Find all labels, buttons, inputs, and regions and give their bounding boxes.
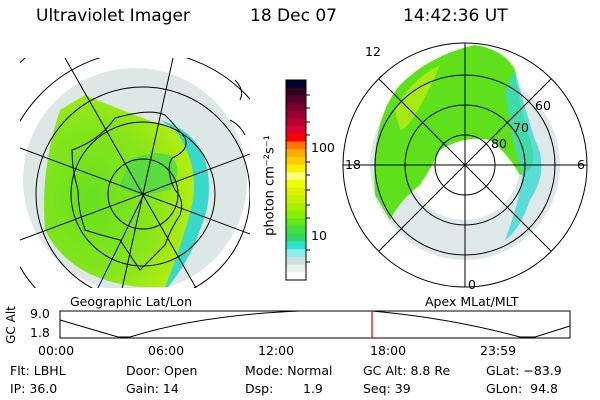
colorbar-swatch: [286, 149, 306, 158]
mode-info: Mode: Normal: [245, 363, 333, 378]
satellite-direction-line: [97, 195, 144, 288]
geo-aurora-cyan: [160, 120, 209, 287]
filter-info: Flt: LBHL: [10, 363, 66, 378]
geo-map-label: Geographic Lat/Lon: [70, 294, 192, 309]
glon-info: GLon: 94.8: [486, 381, 558, 396]
mlt-label-6: 6: [577, 157, 585, 172]
altitude-xtick-1: 06:00: [148, 343, 185, 358]
altitude-xtick-0: 00:00: [38, 343, 75, 358]
time-label: 14:42:36 UT: [403, 6, 508, 26]
altitude-xtick-4: 23:59: [480, 343, 517, 358]
colorbar-swatch: [286, 180, 306, 189]
colorbar-swatch: [286, 187, 306, 196]
lat-label-70: 70: [513, 120, 529, 135]
dsp-label: Dsp:: [245, 381, 274, 396]
colorbar-unit-label: photon cm⁻²s⁻¹: [262, 135, 278, 236]
colorbar-swatch: [286, 210, 306, 219]
colorbar-swatch: [286, 156, 306, 166]
gc-alt-info: GC Alt: 8.8 Re: [363, 363, 451, 378]
colorbar-swatch: [286, 172, 306, 181]
colorbar-swatch: [286, 80, 306, 89]
antarctica-coastline: [71, 111, 187, 271]
altitude-curve: [59, 310, 571, 338]
apex-polar-map: [342, 42, 588, 288]
glat-info: GLat: −83.9: [486, 363, 562, 378]
colorbar-tick-100: 100: [311, 140, 335, 155]
geo-aurora-green: [44, 95, 198, 287]
mag-aurora-green: [374, 45, 534, 220]
lat-label-80: 80: [491, 136, 507, 151]
mlt-label-18: 18: [345, 157, 361, 172]
geo-grid: [20, 58, 250, 288]
mag-aurora-bright: [395, 65, 440, 130]
altitude-xtick-2: 12:00: [258, 343, 295, 358]
altitude-ylabel: GC Alt: [3, 306, 18, 344]
lat-label-60: 60: [535, 98, 551, 113]
colorbar-swatch: [286, 118, 306, 127]
altitude-xtick-3: 18:00: [370, 343, 407, 358]
geographic-map: [20, 58, 250, 288]
colorbar-swatch: [286, 195, 306, 204]
colorbar-swatch: [286, 141, 306, 150]
mag-map-label: Apex MLat/MLT: [425, 294, 519, 309]
altitude-ytick-min: 1.8: [30, 325, 50, 340]
mlt-label-0: 0: [468, 277, 476, 292]
colorbar-swatch: [286, 95, 306, 104]
mlt-label-12: 12: [365, 44, 381, 59]
colorbar-swatch: [286, 226, 306, 235]
colorbar-swatch: [286, 164, 306, 173]
seq-info: Seq: 39: [363, 381, 411, 396]
instrument-title: Ultraviolet Imager: [36, 6, 190, 26]
colorbar-swatch: [286, 256, 306, 266]
mag-grid: [342, 42, 588, 288]
colorbar-swatch: [286, 233, 306, 243]
colorbar-swatch: [286, 126, 306, 135]
colorbar-swatch: [286, 110, 306, 119]
colorbar-swatch: [286, 241, 306, 250]
coastline-fragment: [229, 79, 246, 136]
colorbar-swatch: [286, 264, 306, 273]
colorbar-swatch: [286, 103, 306, 112]
ip-info: IP: 36.0: [10, 381, 58, 396]
colorbar-swatch: [286, 203, 306, 212]
colorbar-swatch: [286, 133, 306, 143]
dsp-value: 1.9: [303, 381, 323, 396]
mag-aurora-cyan: [505, 70, 542, 240]
colorbar-tick-10: 10: [311, 228, 327, 243]
altitude-plot-frame: [59, 310, 571, 339]
colorbar-swatch: [286, 249, 306, 258]
colorbar-swatch: [286, 87, 306, 96]
colorbar-swatch: [286, 272, 306, 281]
gain-info: Gain: 14: [126, 381, 179, 396]
colorbar: [286, 80, 310, 281]
geo-aurora-center: [120, 153, 178, 194]
altitude-ytick-max: 9.0: [30, 306, 50, 321]
door-info: Door: Open: [126, 363, 198, 378]
date-label: 18 Dec 07: [250, 6, 337, 26]
colorbar-frame: [285, 79, 307, 281]
colorbar-swatch: [286, 218, 306, 227]
